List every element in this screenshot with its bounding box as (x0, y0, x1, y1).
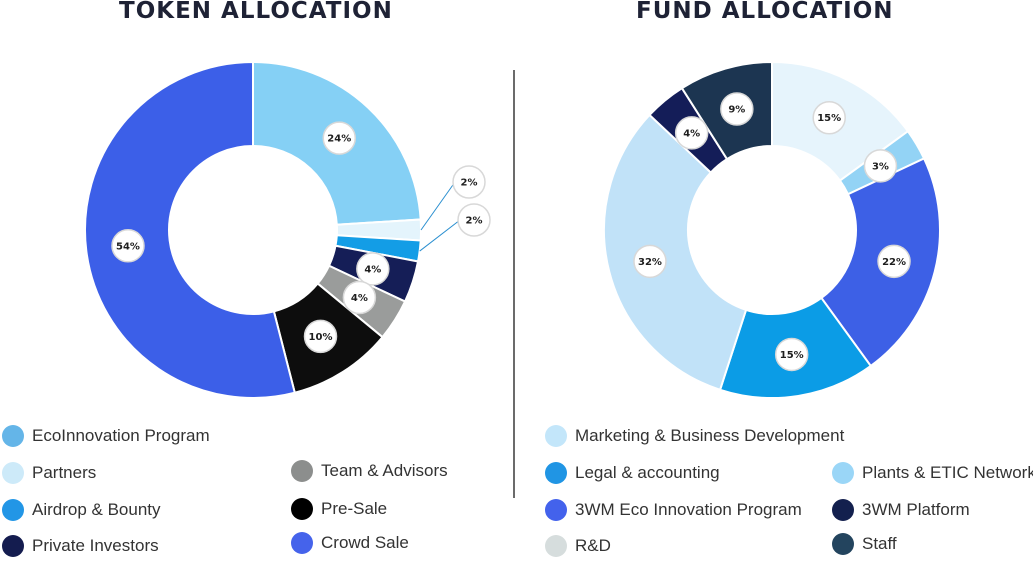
legend-swatch (832, 499, 854, 521)
legend-item-legal-accounting: Legal & accounting (545, 462, 720, 484)
value-label: 15% (817, 113, 841, 124)
value-label: 10% (309, 332, 333, 343)
legend-item-plants-etic-network: Plants & ETIC Network (832, 462, 1033, 484)
value-badge (303, 319, 338, 354)
legend-swatch (545, 425, 567, 447)
value-badge (633, 244, 667, 279)
value-label: 4% (364, 264, 381, 275)
value-badge (457, 203, 491, 237)
legend-label: EcoInnovation Program (32, 426, 210, 445)
legend-item-3wm-eco-innovation-program: 3WM Eco Innovation Program (545, 499, 802, 521)
token-allocation-title: TOKEN ALLOCATION (119, 0, 393, 24)
value-label: 4% (683, 128, 700, 139)
legend-swatch (2, 425, 24, 447)
value-badge (720, 92, 754, 126)
slice-crowd-sale (84, 60, 296, 399)
legend-label: Staff (862, 534, 897, 553)
legend-item-private-investors: Private Investors (2, 535, 159, 557)
legend-swatch (545, 462, 567, 484)
value-badge (877, 244, 911, 279)
legend-swatch (2, 535, 24, 557)
legend-swatch (291, 460, 313, 482)
value-label: 2% (461, 178, 478, 189)
value-label: 54% (116, 241, 140, 252)
legend-label: Crowd Sale (321, 533, 409, 552)
value-badge (452, 165, 486, 199)
legend-label: 3WM Platform (862, 500, 970, 519)
value-label: 22% (882, 257, 906, 268)
value-badge (863, 149, 898, 183)
legend-label: Legal & accounting (575, 463, 720, 482)
legend-swatch (291, 532, 313, 554)
value-badge (812, 100, 846, 135)
value-badge (774, 337, 809, 372)
value-badge (674, 116, 709, 150)
legend-item-marketing-business-development: Marketing & Business Development (545, 425, 844, 447)
legend-item-3wm-platform: 3WM Platform (832, 499, 970, 521)
legend-label: Marketing & Business Development (575, 426, 845, 445)
legend-item-partners: Partners (2, 462, 96, 484)
legend-swatch (545, 499, 567, 521)
legend-swatch (832, 533, 854, 555)
legend-swatch (2, 462, 24, 484)
value-label: 3% (872, 161, 889, 172)
value-badge (356, 252, 390, 286)
legend-label: 3WM Eco Innovation Program (575, 500, 802, 519)
legend-label: Team & Advisors (321, 461, 448, 480)
value-label: 32% (638, 257, 662, 268)
chart-divider (513, 70, 515, 498)
legend-item-r-and-d: R&D (545, 535, 611, 557)
value-label: 24% (327, 134, 351, 145)
legend-item-team-advisors: Team & Advisors (291, 460, 448, 482)
legend-swatch (291, 498, 313, 520)
legend-label: R&D (575, 536, 611, 555)
legend-item-airdrop-bounty: Airdrop & Bounty (2, 499, 161, 521)
value-label: 9% (728, 105, 745, 116)
legend-item-staff: Staff (832, 533, 897, 555)
fund-allocation-donut: 15% 3% 22% 15% 32% 4% 9% (603, 60, 941, 399)
legend-label: Airdrop & Bounty (32, 500, 161, 519)
value-badge (111, 229, 145, 263)
value-label: 4% (351, 293, 368, 304)
legend-swatch (832, 462, 854, 484)
value-label: 2% (466, 216, 483, 227)
value-badge (342, 280, 377, 315)
legend-item-pre-sale: Pre-Sale (291, 498, 387, 520)
token-allocation-donut: 24% 2% 2% 4% 4% 10% 54% (84, 60, 491, 399)
legend-label: Pre-Sale (321, 499, 388, 518)
legend-item-ecoinnovation-program: EcoInnovation Program (2, 425, 210, 447)
value-label: 15% (780, 350, 804, 361)
legend-item-crowd-sale: Crowd Sale (291, 532, 409, 554)
legend-swatch (545, 535, 567, 557)
slice-randd (603, 113, 748, 392)
fund-allocation-title: FUND ALLOCATION (636, 0, 894, 24)
value-badge (322, 121, 357, 155)
legend-label: Partners (32, 463, 97, 482)
legend-label: Plants & ETIC Network (862, 463, 1033, 482)
legend-label: Private Investors (32, 536, 159, 555)
leader-line (419, 219, 461, 252)
leader-line (420, 181, 456, 231)
legend-swatch (2, 499, 24, 521)
